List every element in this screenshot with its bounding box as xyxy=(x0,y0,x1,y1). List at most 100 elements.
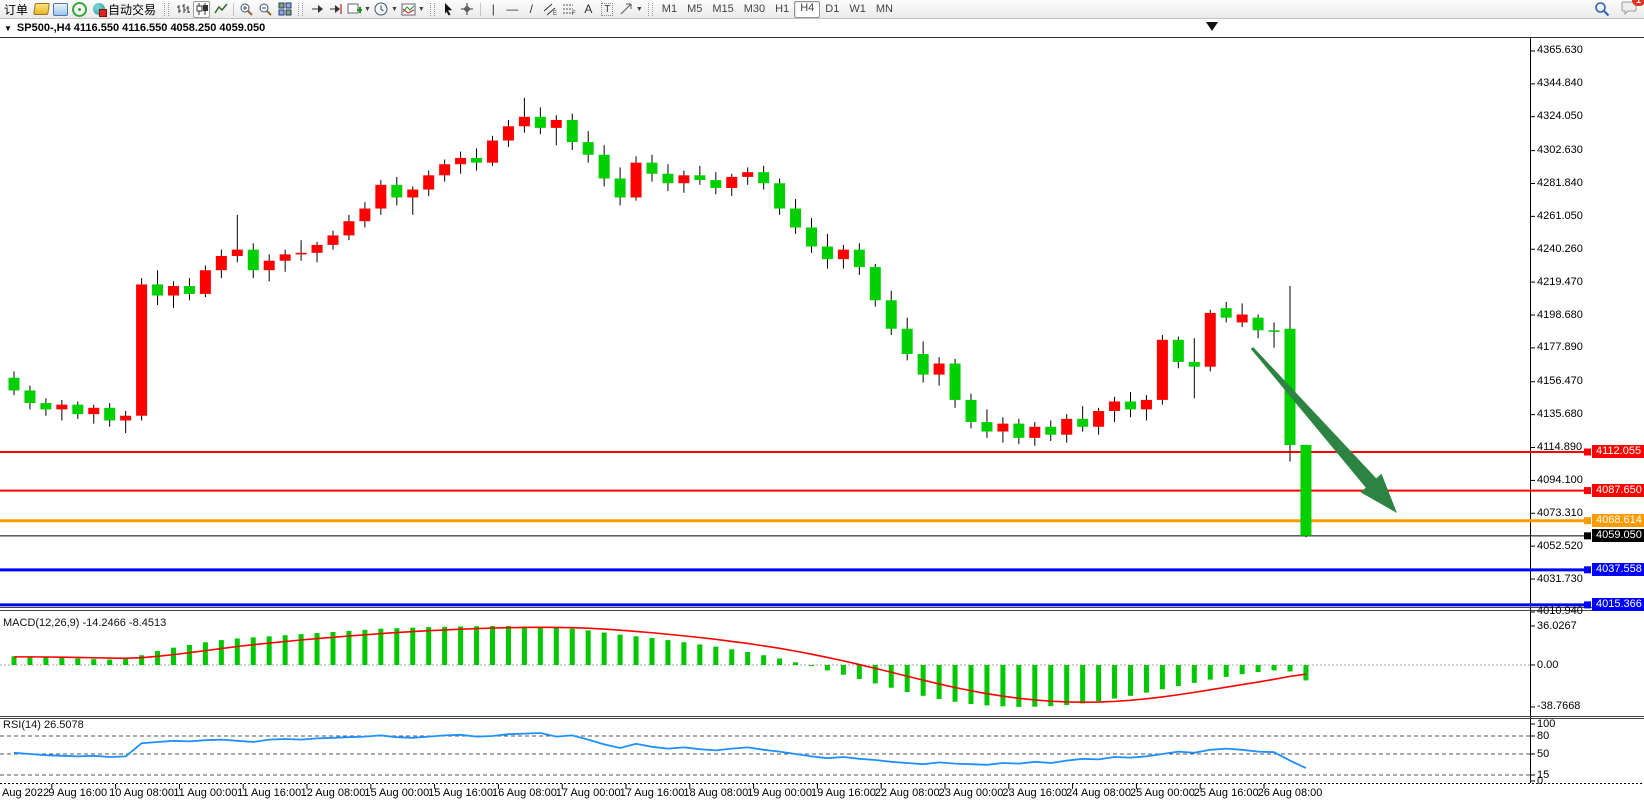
market-watch-icon[interactable] xyxy=(52,1,69,18)
signals-icon[interactable] xyxy=(71,1,88,18)
candle xyxy=(997,423,1009,432)
channel-tool-icon[interactable]: E xyxy=(542,1,559,18)
candle xyxy=(1204,312,1216,367)
candle xyxy=(1252,317,1264,331)
bar-chart-icon[interactable] xyxy=(174,1,191,18)
candle xyxy=(837,249,849,260)
autotrading-button[interactable]: 自动交易 xyxy=(89,1,160,18)
macd-histogram-bar xyxy=(968,665,974,704)
timeframe-button-w1[interactable]: W1 xyxy=(849,2,866,15)
candlestick-chart-icon[interactable] xyxy=(193,0,211,18)
timeframe-button-mn[interactable]: MN xyxy=(875,2,893,15)
tile-windows-icon[interactable] xyxy=(276,1,293,18)
candle xyxy=(104,407,116,421)
candle xyxy=(885,300,897,329)
candle xyxy=(1013,423,1025,438)
new-order-label: 订单 xyxy=(4,2,29,17)
timeframe-button-h1[interactable]: H1 xyxy=(775,2,790,15)
new-chart-icon[interactable] xyxy=(346,1,363,18)
macd-histogram-bar xyxy=(139,655,145,665)
level-line-handle[interactable] xyxy=(1584,517,1591,525)
candle xyxy=(327,235,339,245)
auto-scroll-icon[interactable] xyxy=(308,1,325,18)
trendline-tool-icon[interactable]: / xyxy=(529,2,534,16)
text-tool-icon[interactable]: A xyxy=(584,2,593,16)
macd-histogram-bar xyxy=(1032,665,1038,707)
svg-text:E: E xyxy=(553,11,557,16)
candle xyxy=(1236,314,1248,323)
timeframe-button-h4[interactable]: H4 xyxy=(794,0,821,18)
line-chart-icon[interactable] xyxy=(212,1,229,18)
candle xyxy=(56,404,68,410)
zoom-out-icon[interactable] xyxy=(257,1,274,18)
autotrading-icon xyxy=(93,3,108,17)
down-triangle-marker[interactable] xyxy=(1206,22,1218,31)
candle xyxy=(694,175,706,181)
macd-histogram-bar xyxy=(840,665,846,675)
candle xyxy=(439,164,451,176)
macd-histogram-bar xyxy=(43,657,49,665)
notifications-chat-icon[interactable]: 1 xyxy=(1621,0,1644,18)
chart-title-row: ▼ SP500-,H4 4116.550 4116.550 4058.250 4… xyxy=(0,20,1644,36)
fibonacci-tool-icon[interactable]: F xyxy=(561,1,578,18)
candle xyxy=(662,173,674,184)
candle xyxy=(550,119,562,128)
candle xyxy=(231,249,243,256)
level-line-handle[interactable] xyxy=(1584,448,1591,456)
macd-histogram-bar xyxy=(521,626,527,665)
macd-histogram-bar xyxy=(1159,665,1165,690)
zoom-in-icon[interactable] xyxy=(238,1,255,18)
macd-histogram-bar xyxy=(1143,665,1149,693)
crosshair-icon[interactable] xyxy=(459,1,476,18)
candle xyxy=(790,208,802,228)
new-chart-dropdown-caret[interactable]: ▼ xyxy=(364,5,371,13)
one-click-trading-arrow[interactable]: ▼ xyxy=(4,23,12,33)
vertical-line-tool-icon[interactable]: | xyxy=(491,2,495,16)
level-line-handle[interactable] xyxy=(1584,487,1591,495)
macd-histogram-bar xyxy=(250,637,256,665)
macd-histogram-bar xyxy=(665,640,671,665)
timeframe-button-m5[interactable]: M5 xyxy=(687,2,703,15)
macd-histogram-bar xyxy=(298,634,304,665)
level-line-handle[interactable] xyxy=(1584,601,1591,609)
search-icon[interactable] xyxy=(1593,1,1610,18)
timeframe-button-m15[interactable]: M15 xyxy=(712,2,734,15)
indicators-dropdown-caret[interactable]: ▼ xyxy=(417,5,425,13)
level-line-handle[interactable] xyxy=(1584,532,1591,540)
big-down-arrow-annotation[interactable] xyxy=(1250,347,1397,513)
cursor-icon[interactable] xyxy=(440,1,457,18)
svg-text:F: F xyxy=(572,11,576,16)
macd-histogram-bar xyxy=(1016,665,1022,707)
indicators-icon[interactable] xyxy=(400,1,417,18)
timeframe-button-m1[interactable]: M1 xyxy=(661,2,678,15)
period-clock-icon[interactable] xyxy=(373,1,390,18)
level-line-handle[interactable] xyxy=(1584,566,1591,574)
toolbar-grip xyxy=(164,2,170,16)
macd-histogram-bar xyxy=(872,665,878,684)
arrows-dropdown-caret[interactable]: ▼ xyxy=(635,5,643,13)
candle xyxy=(1220,308,1232,318)
candle xyxy=(598,154,610,179)
macd-histogram-bar xyxy=(1223,665,1229,677)
candle xyxy=(311,244,323,253)
candle xyxy=(72,404,84,415)
timeframe-button-m30[interactable]: M30 xyxy=(743,2,766,15)
candle xyxy=(774,183,786,209)
chart-shift-icon[interactable] xyxy=(327,1,344,18)
candle xyxy=(965,399,977,423)
timeframe-button-d1[interactable]: D1 xyxy=(825,2,840,15)
macd-histogram-bar xyxy=(1112,665,1118,699)
macd-histogram-bar xyxy=(729,649,735,665)
new-order-button[interactable]: 订单 xyxy=(0,1,32,18)
text-label-tool-icon[interactable]: T xyxy=(599,1,616,18)
candle xyxy=(853,249,865,268)
macd-histogram-bar xyxy=(1239,665,1245,675)
horizontal-line-tool-icon[interactable]: — xyxy=(506,2,519,16)
macd-signal-line xyxy=(14,626,1307,704)
period-dropdown-caret[interactable]: ▼ xyxy=(390,5,398,13)
macd-histogram-bar xyxy=(856,665,862,680)
arrows-tool-icon[interactable] xyxy=(618,1,635,18)
candle xyxy=(8,377,20,391)
macd-histogram-bar xyxy=(1287,665,1293,672)
